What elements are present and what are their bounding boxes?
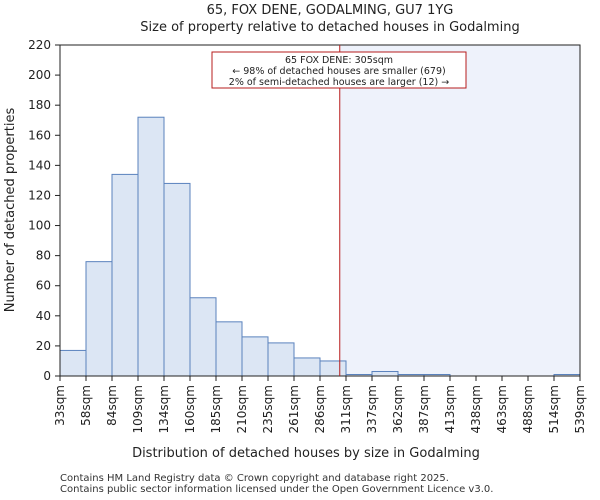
x-tick-label: 134sqm xyxy=(157,385,171,433)
y-tick-label: 200 xyxy=(28,68,51,82)
x-tick-label: 362sqm xyxy=(391,385,405,433)
x-axis: 33sqm 58sqm 84sqm 109sqm 134sqm 160sqm 185sqm 2… xyxy=(53,376,587,433)
x-tick-label: 463sqm xyxy=(495,385,509,433)
larger-region-highlight xyxy=(339,45,580,376)
annotation-line-2: ← 98% of detached houses are smaller (67… xyxy=(232,66,445,77)
annotation-line-3: 2% of semi-detached houses are larger (1… xyxy=(229,77,449,88)
x-tick-label: 311sqm xyxy=(339,385,353,433)
annotation-line-1: 65 FOX DENE: 305sqm xyxy=(285,55,393,66)
y-tick-label: 160 xyxy=(28,128,51,142)
y-tick-label: 140 xyxy=(28,158,51,172)
footer-line-1: Contains HM Land Registry data © Crown c… xyxy=(60,473,449,484)
bar-109sqm xyxy=(137,116,165,377)
bar-337sqm xyxy=(371,370,399,377)
x-tick-label: 438sqm xyxy=(469,385,483,433)
bars xyxy=(59,116,581,377)
footer-line-2: Contains public sector information licen… xyxy=(60,484,494,495)
y-tick-label: 120 xyxy=(28,188,51,202)
y-tick-label: 100 xyxy=(28,219,51,233)
bar-84sqm xyxy=(111,173,139,377)
x-tick-label: 337sqm xyxy=(365,385,379,433)
x-tick-label: 387sqm xyxy=(417,385,431,433)
chart-title: 65, FOX DENE, GODALMING, GU7 1YG xyxy=(207,3,454,18)
bar-185sqm xyxy=(215,321,243,377)
bar-210sqm xyxy=(241,336,269,377)
x-tick-label: 58sqm xyxy=(79,385,93,426)
y-tick-label: 220 xyxy=(28,38,51,52)
x-tick-label: 514sqm xyxy=(547,385,561,433)
x-tick-label: 286sqm xyxy=(313,385,327,433)
y-tick-label: 80 xyxy=(36,249,51,263)
x-tick-label: 185sqm xyxy=(209,385,223,433)
x-tick-label: 84sqm xyxy=(105,385,119,426)
x-tick-label: 109sqm xyxy=(131,385,145,433)
x-tick-label: 261sqm xyxy=(287,385,301,433)
bar-134sqm xyxy=(163,182,191,377)
annotation-box xyxy=(211,51,467,89)
x-tick-label: 33sqm xyxy=(53,385,67,426)
y-tick-label: 40 xyxy=(36,309,51,323)
bar-58sqm xyxy=(85,261,113,377)
y-tick-label: 180 xyxy=(28,98,51,112)
bar-33sqm xyxy=(59,349,87,377)
bar-235sqm xyxy=(267,342,295,377)
x-tick-label: 235sqm xyxy=(261,385,275,433)
x-axis-label: Distribution of detached houses by size … xyxy=(132,446,480,461)
x-tick-label: 413sqm xyxy=(443,385,457,433)
x-tick-label: 160sqm xyxy=(183,385,197,433)
bar-160sqm xyxy=(189,297,217,377)
x-tick-label: 539sqm xyxy=(573,385,587,433)
plot-frame xyxy=(59,44,581,377)
y-axis: 0 20 40 60 80 100 120 140 160 180 200 220 xyxy=(28,38,60,383)
bar-261sqm xyxy=(293,357,321,377)
x-tick-label: 210sqm xyxy=(235,385,249,433)
bar-286sqm xyxy=(319,360,347,377)
y-tick-label: 20 xyxy=(36,339,51,353)
y-axis-label: Number of detached properties xyxy=(3,108,18,313)
chart-subtitle: Size of property relative to detached ho… xyxy=(140,20,519,35)
x-tick-label: 488sqm xyxy=(521,385,535,433)
y-tick-label: 60 xyxy=(36,279,51,293)
y-tick-label: 0 xyxy=(43,369,51,383)
